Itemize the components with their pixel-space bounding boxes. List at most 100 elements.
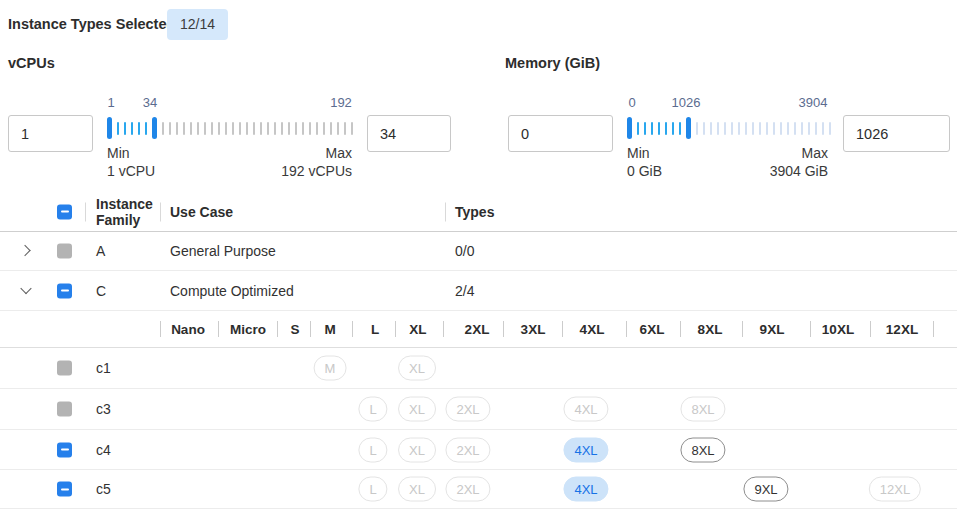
memory-min-label: Min [627, 144, 662, 162]
size-pill-8xl[interactable]: 8XL [680, 437, 725, 462]
instance-name: c5 [96, 481, 111, 497]
table-row-family-a: A General Purpose 0/0 [0, 232, 957, 271]
size-divider [626, 321, 627, 337]
instance-types-selected-label: Instance Types Selected: [8, 16, 180, 32]
table-row-family-c: C Compute Optimized 2/4 [0, 271, 957, 311]
instance-type-selector: Instance Types Selected: 12/14 vCPUs 1 3… [0, 0, 957, 510]
size-divider [503, 321, 504, 337]
memory-range-slider[interactable] [627, 116, 836, 140]
size-column-6xl: 6XL [640, 322, 665, 337]
size-divider [443, 321, 444, 337]
size-pill-l: L [358, 397, 387, 422]
size-column-xl: XL [409, 322, 426, 337]
selected-count-badge: 12/14 [167, 9, 228, 40]
size-pill-4xl[interactable]: 4XL [563, 477, 608, 502]
size-column-10xl: 10XL [822, 322, 854, 337]
vcpus-filter-title: vCPUs [8, 55, 55, 71]
size-pill-xl: XL [398, 397, 436, 422]
size-divider [352, 321, 353, 337]
vcpus-minmax: Min 1 vCPU Max 192 vCPUs [107, 144, 352, 180]
size-divider [395, 321, 396, 337]
size-column-micro: Micro [230, 322, 266, 337]
family-name: C [96, 283, 106, 299]
vcpus-min-label: Min [107, 144, 155, 162]
instance-c1-checkbox [57, 361, 72, 376]
table-row-instance-c3: c3 L XL 2XL 4XL 8XL [0, 389, 957, 430]
chevron-down-icon[interactable] [22, 286, 31, 295]
vcpus-max-label: Max [281, 144, 352, 162]
size-divider [310, 321, 311, 337]
size-column-m: M [324, 322, 335, 337]
vcpus-min-input[interactable] [8, 115, 93, 152]
header-divider [85, 202, 86, 221]
vcpus-range-slider[interactable] [107, 116, 358, 140]
size-column-9xl: 9XL [760, 322, 785, 337]
size-pill-l: L [358, 437, 387, 462]
size-pill-8xl: 8XL [680, 397, 725, 422]
memory-slider-min-label: 0 [628, 95, 635, 110]
size-pill-4xl[interactable]: 4XL [563, 437, 608, 462]
instance-name: c3 [96, 401, 111, 417]
family-use-case: Compute Optimized [170, 283, 294, 299]
header-divider [160, 202, 161, 221]
memory-filter-title: Memory (GiB) [505, 55, 600, 71]
size-divider [160, 321, 161, 337]
size-columns-header: Nano Micro S M L XL 2XL 3XL 4XL 6XL 8XL … [0, 311, 957, 348]
vcpus-slider-current-label: 34 [143, 95, 157, 110]
size-pill-9xl[interactable]: 9XL [743, 477, 788, 502]
column-header-types: Types [455, 204, 494, 220]
table-row-instance-c4: c4 L XL 2XL 4XL 8XL [0, 430, 957, 470]
memory-min-detail: 0 GiB [627, 162, 662, 180]
column-header-use-case: Use Case [170, 204, 233, 220]
family-types-count: 0/0 [455, 243, 474, 259]
table-header-row: Instance Family Use Case Types [0, 192, 957, 232]
vcpus-max-input[interactable] [367, 115, 451, 152]
size-column-l: L [371, 322, 379, 337]
size-divider [680, 321, 681, 337]
select-all-checkbox[interactable] [57, 204, 72, 219]
instance-c4-checkbox[interactable] [57, 442, 72, 457]
size-divider [933, 321, 934, 337]
size-divider [218, 321, 219, 337]
vcpus-max-detail: 192 vCPUs [281, 162, 352, 180]
vcpus-min-detail: 1 vCPU [107, 162, 155, 180]
size-divider [277, 321, 278, 337]
chevron-right-icon[interactable] [22, 247, 31, 256]
size-column-4xl: 4XL [580, 322, 605, 337]
size-divider [810, 321, 811, 337]
family-c-checkbox[interactable] [57, 283, 72, 298]
vcpus-slider-max-label: 192 [330, 95, 352, 110]
size-pill-xl: XL [398, 437, 436, 462]
family-name: A [96, 243, 105, 259]
memory-max-label: Max [770, 144, 828, 162]
instance-c5-checkbox[interactable] [57, 482, 72, 497]
instance-name: c1 [96, 360, 111, 376]
size-pill-2xl: 2XL [445, 437, 490, 462]
size-divider [870, 321, 871, 337]
size-pill-xl: XL [398, 477, 436, 502]
size-column-3xl: 3XL [521, 322, 546, 337]
table-row-instance-c5: c5 L XL 2XL 4XL 9XL 12XL [0, 470, 957, 509]
size-column-8xl: 8XL [698, 322, 723, 337]
size-pill-m: M [314, 356, 347, 381]
size-column-nano: Nano [171, 322, 205, 337]
size-pill-xl: XL [398, 356, 436, 381]
size-pill-2xl: 2XL [445, 477, 490, 502]
memory-minmax: Min 0 GiB Max 3904 GiB [627, 144, 828, 180]
column-header-instance-family: Instance Family [96, 196, 158, 228]
instance-name: c4 [96, 442, 111, 458]
size-divider [742, 321, 743, 337]
size-pill-2xl: 2XL [445, 397, 490, 422]
table-row-instance-c1: c1 M XL [0, 348, 957, 389]
size-pill-12xl: 12XL [869, 477, 921, 502]
memory-max-detail: 3904 GiB [770, 162, 828, 180]
family-a-checkbox [57, 244, 72, 259]
size-divider [562, 321, 563, 337]
family-use-case: General Purpose [170, 243, 276, 259]
vcpus-slider-min-label: 1 [107, 95, 114, 110]
memory-min-input[interactable] [508, 115, 613, 152]
instance-c3-checkbox [57, 402, 72, 417]
memory-max-input[interactable] [843, 115, 950, 152]
header-divider [445, 202, 446, 221]
memory-slider-max-label: 3904 [799, 95, 828, 110]
